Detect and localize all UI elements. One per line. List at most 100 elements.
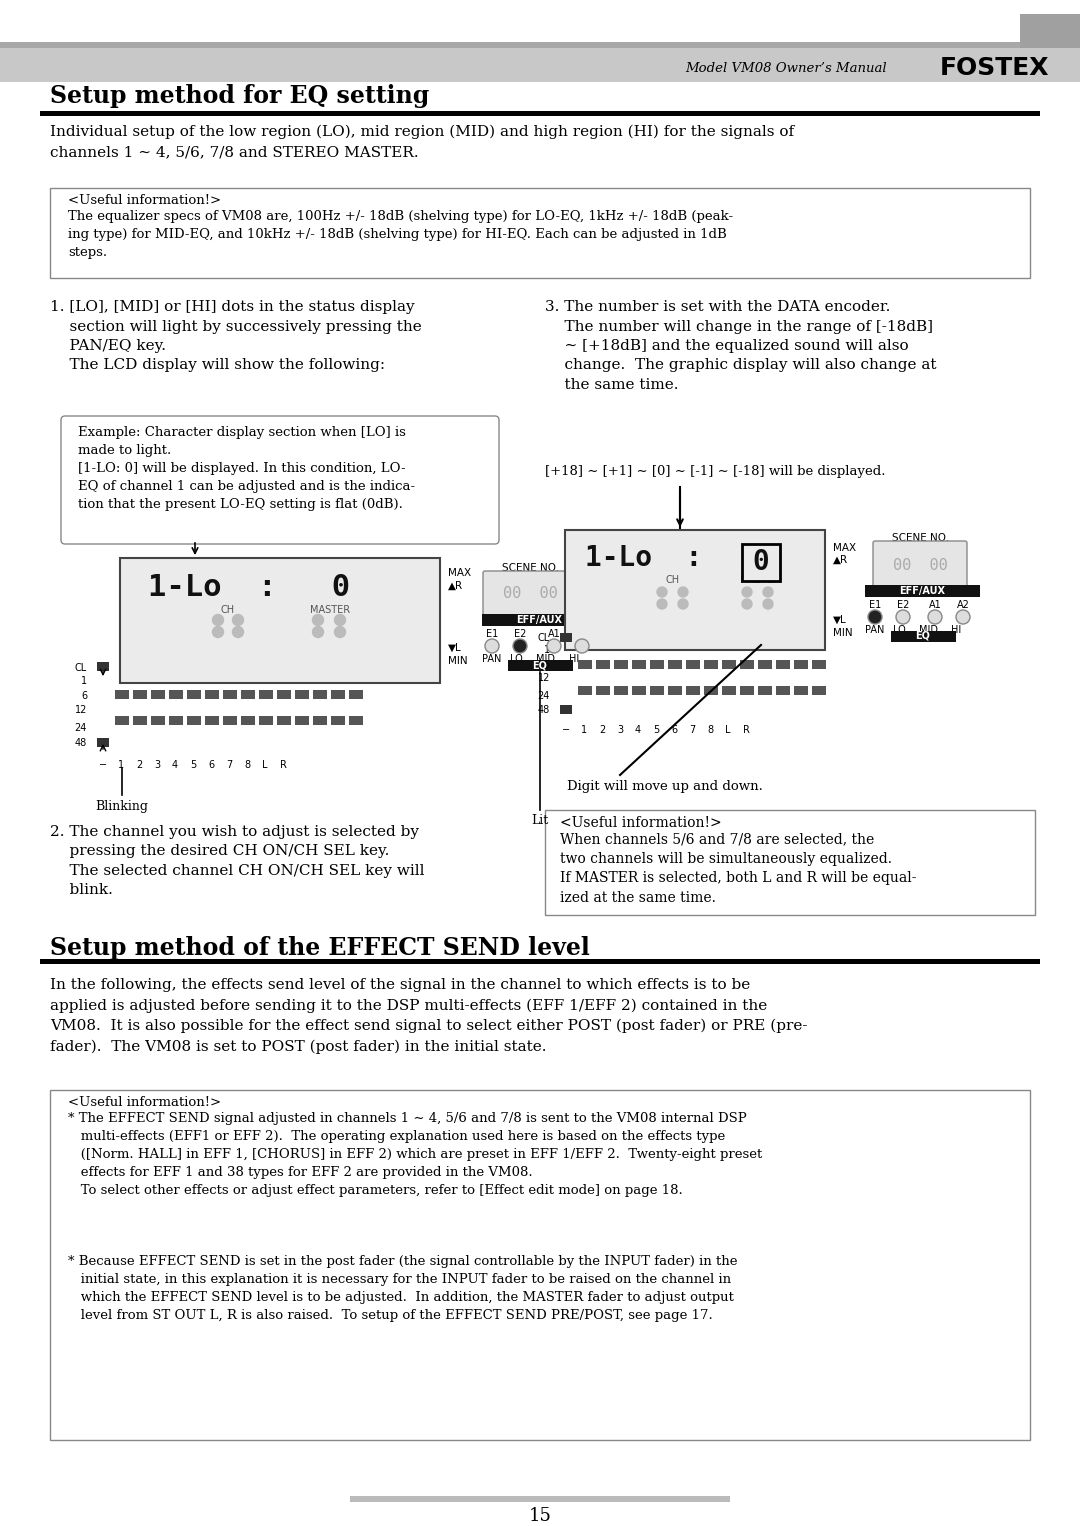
Text: MAX: MAX [448, 568, 471, 578]
Text: CH: CH [666, 575, 680, 584]
Text: 3. The number is set with the DATA encoder.
    The number will change in the ra: 3. The number is set with the DATA encod… [545, 301, 936, 392]
Circle shape [657, 600, 667, 609]
Text: When channels 5/6 and 7/8 are selected, the
two channels will be simultaneously : When channels 5/6 and 7/8 are selected, … [561, 832, 917, 905]
Bar [482, 613, 597, 626]
Bar [1020, 14, 1080, 47]
Text: * Because EFFECT SEND is set in the post fader (the signal controllable by the I: * Because EFFECT SEND is set in the post… [68, 1254, 738, 1322]
Circle shape [742, 600, 752, 609]
Text: EFF/AUX: EFF/AUX [516, 615, 562, 626]
Text: Model VM08 Owner’s Manual: Model VM08 Owner’s Manual [685, 61, 887, 75]
Bar [349, 716, 363, 725]
Bar [168, 690, 183, 699]
Text: 7: 7 [689, 725, 696, 736]
Text: R: R [743, 725, 750, 736]
Bar [508, 661, 573, 671]
Text: <Useful information!>: <Useful information!> [561, 816, 721, 830]
Bar [0, 43, 1080, 47]
FancyBboxPatch shape [873, 542, 967, 588]
Text: L: L [262, 760, 268, 771]
Circle shape [335, 615, 346, 626]
Circle shape [678, 600, 688, 609]
Text: 6: 6 [544, 661, 550, 670]
Text: Digit will move up and down.: Digit will move up and down. [567, 780, 762, 794]
Text: 24: 24 [75, 723, 87, 732]
Bar [259, 716, 273, 725]
Text: 6: 6 [671, 725, 677, 736]
Bar [295, 690, 309, 699]
Bar [723, 661, 735, 668]
Bar [794, 661, 808, 668]
Text: 2: 2 [136, 760, 143, 771]
Bar [615, 661, 627, 668]
Bar [241, 716, 255, 725]
Bar [330, 690, 345, 699]
Text: EFF/AUX: EFF/AUX [899, 586, 945, 597]
Text: 5: 5 [653, 725, 659, 736]
Bar [222, 716, 237, 725]
Bar [222, 690, 237, 699]
Text: 24: 24 [538, 691, 550, 700]
Text: MIN: MIN [833, 629, 852, 638]
FancyBboxPatch shape [545, 810, 1035, 916]
Circle shape [657, 588, 667, 597]
Text: 8: 8 [707, 725, 713, 736]
Text: E2: E2 [514, 629, 526, 639]
Text: EQ: EQ [916, 630, 931, 641]
FancyBboxPatch shape [120, 559, 440, 684]
Text: Individual setup of the low region (LO), mid region (MID) and high region (HI) f: Individual setup of the low region (LO),… [50, 125, 794, 159]
Circle shape [742, 588, 752, 597]
Text: Setup method for EQ setting: Setup method for EQ setting [50, 84, 429, 108]
Bar [561, 705, 572, 714]
Bar [187, 690, 201, 699]
Text: 4: 4 [635, 725, 642, 736]
Bar [812, 661, 826, 668]
Bar [114, 690, 129, 699]
Bar [295, 716, 309, 725]
Text: A1: A1 [548, 629, 561, 639]
Text: E2: E2 [896, 600, 909, 610]
Text: 3: 3 [154, 760, 160, 771]
Bar [276, 716, 291, 725]
Text: Example: Character display section when [LO] is
made to light.
[1-LO: 0] will be: Example: Character display section when … [78, 426, 415, 511]
Text: 15: 15 [528, 1508, 552, 1524]
Text: ▼L: ▼L [833, 615, 847, 626]
Text: MASTER: MASTER [740, 575, 780, 584]
Text: EQ: EQ [532, 661, 548, 670]
FancyBboxPatch shape [50, 188, 1030, 278]
Text: 8: 8 [244, 760, 251, 771]
Text: 48: 48 [75, 739, 87, 748]
Bar [350, 1495, 730, 1502]
Text: ▲R: ▲R [448, 581, 463, 591]
Text: ▼L: ▼L [448, 642, 462, 653]
Circle shape [485, 639, 499, 653]
Text: FOSTEX: FOSTEX [940, 56, 1050, 79]
Bar [313, 716, 327, 725]
Bar [758, 687, 772, 694]
Text: PAN: PAN [865, 626, 885, 635]
Bar [133, 690, 147, 699]
Bar [187, 716, 201, 725]
Text: 3: 3 [617, 725, 623, 736]
Bar [891, 630, 956, 642]
Bar [740, 661, 754, 668]
Bar [561, 633, 572, 642]
Text: 6: 6 [81, 691, 87, 700]
Circle shape [335, 627, 346, 638]
Bar [97, 662, 109, 671]
Text: LO: LO [893, 626, 906, 635]
Circle shape [868, 610, 882, 624]
Bar [758, 661, 772, 668]
Circle shape [312, 627, 324, 638]
Bar [578, 661, 592, 668]
Text: 4: 4 [172, 760, 178, 771]
Text: SCENE NO.: SCENE NO. [501, 563, 558, 572]
Text: 1-Lo  :   0: 1-Lo : 0 [148, 574, 350, 603]
Text: 00  00: 00 00 [502, 586, 557, 601]
Bar [686, 661, 700, 668]
Text: CL: CL [75, 662, 87, 673]
Bar [596, 687, 610, 694]
Text: −: − [99, 760, 107, 771]
Circle shape [928, 610, 942, 624]
Bar [686, 687, 700, 694]
Bar [650, 661, 664, 668]
